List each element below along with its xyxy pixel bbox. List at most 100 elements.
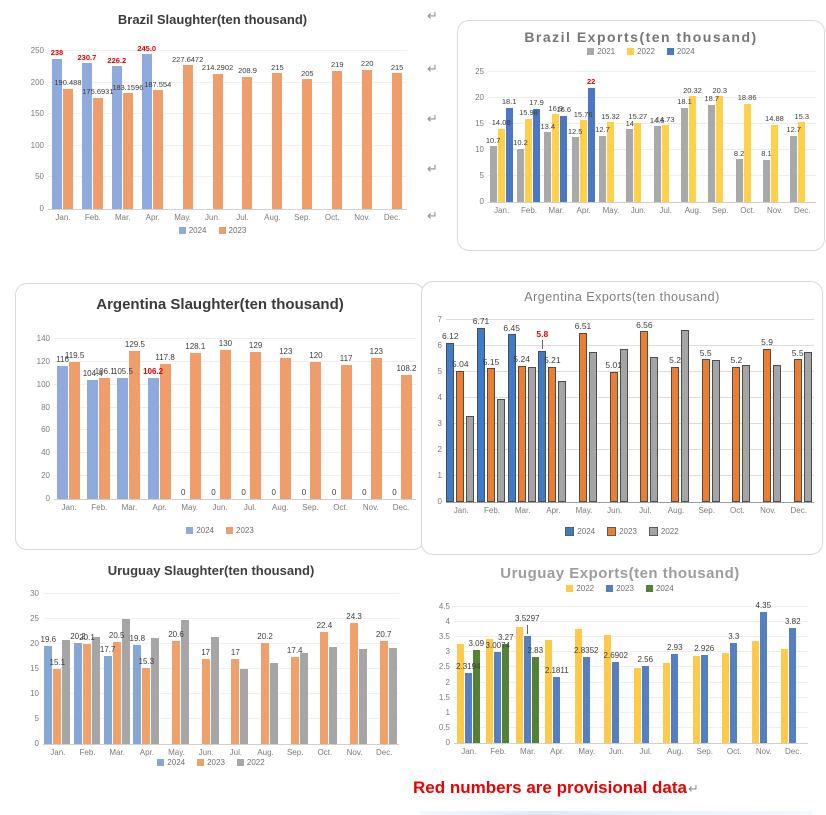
uruguay-exports-chart[interactable]: Uruguay Exports(ten thousand) 2022 2023 20… — [424, 561, 816, 777]
bar-slot: 116 — [56, 339, 69, 499]
gridline — [446, 397, 814, 398]
x-axis-label: Apr. — [576, 206, 591, 215]
category-group: 12.7 15.32 — [595, 72, 624, 202]
bar-2022 — [552, 114, 560, 202]
plot-area-wrap: 0 20 40 60 80 100 120 140 116 119.5 104.4 106.1 105.… — [24, 334, 417, 503]
bar-label: 117.8 — [155, 353, 175, 363]
bar-slot: 2.8352 — [574, 607, 598, 743]
bar-2022 — [527, 367, 536, 502]
y-axis-tick: 200 — [30, 77, 44, 87]
gridline — [454, 651, 808, 653]
category-group: 5.01 — [599, 320, 630, 502]
bar-slot: 5.5 — [700, 320, 712, 502]
category-group: 24.3 — [340, 594, 370, 744]
brazil-slaughter-chart[interactable]: Brazil Slaughter(ten thousand) 0 50 100 150… — [10, 8, 415, 248]
bar-slot: 8.1 — [761, 72, 772, 202]
x-axis-label: Nov. — [767, 206, 783, 215]
bar-slot — [466, 320, 475, 502]
bar-label: 245.0 — [137, 43, 157, 53]
legend-label: 2023 — [619, 527, 637, 536]
brazil-exports-chart[interactable]: Brazil Exports(ten thousand) 2021 2022 202… — [457, 20, 825, 251]
bar-label: 2.1811 — [544, 666, 569, 676]
bar-label: 17 — [230, 648, 240, 657]
plot-grid-area: 2.3194 3.09 3.0074 3.27 3.5297 2.83 2.1811 2.83… — [454, 601, 808, 744]
gridline — [488, 123, 816, 124]
bar-slot: 129 — [249, 339, 262, 499]
bar-slot: 19.6 — [41, 594, 56, 744]
bar-slot — [679, 607, 686, 743]
bar-slot — [252, 594, 260, 744]
bar-2021 — [790, 135, 798, 202]
bar-2023 — [83, 643, 91, 744]
category-group: 3.3 — [720, 607, 750, 743]
bar-label: 0 — [331, 488, 337, 497]
bar-slot: 4.35 — [755, 601, 771, 743]
bar-2022 — [770, 124, 778, 202]
bar-slot: 20.1 — [79, 594, 95, 744]
bar-slot — [527, 320, 536, 502]
bar-slot: 208.9 — [238, 51, 257, 209]
bar-label: 106.2 — [143, 366, 164, 376]
bar-slot: 15.27 — [628, 72, 647, 202]
category-group: 3.0074 3.27 — [484, 607, 514, 743]
x-axis-label: Dec. — [383, 213, 401, 222]
uruguay-slaughter-chart[interactable]: Uruguay Slaughter(ten thousand) 0 5 10 15 20… — [15, 557, 407, 783]
chart-title: Uruguay Exports(ten thousand) — [500, 565, 740, 582]
y-axis-tick: 20 — [30, 639, 39, 648]
bar-slot: 17 — [201, 594, 210, 744]
bar-2022 — [803, 351, 812, 502]
bar-slot — [569, 320, 577, 502]
bar-slot — [291, 51, 301, 209]
x-axis-labels: Jan. Feb. Mar. Apr. May. Jun. Jul. Aug. Sep. Oct.… — [488, 206, 816, 215]
bar-2021 — [735, 159, 743, 202]
bar-2022 — [456, 644, 464, 743]
y-axis-tick: 5 — [34, 714, 39, 723]
bar-2022 — [524, 118, 532, 202]
bar-label: 6.51 — [574, 321, 592, 332]
bar-2022 — [359, 649, 368, 744]
bar-slot: 119.5 — [65, 339, 84, 499]
legend-swatch — [645, 585, 653, 592]
x-axis-label: Nov. — [760, 506, 776, 515]
label-leader-line — [527, 625, 529, 635]
plot-area: 0 5 10 15 20 25 10.7 14.08 18.1 10.2 15.98 17.9 13.4… — [466, 67, 816, 206]
x-axis-label: Dec. — [785, 747, 802, 756]
bar-slot: 104.4 — [83, 339, 103, 499]
x-axis-label: Feb. — [484, 506, 501, 515]
bar-slot: 14.6 — [650, 72, 664, 202]
bar-slot — [692, 607, 700, 743]
argentina-exports-chart[interactable]: Argentina Exports(ten thousand) 0 1 2 3 4 5 6 7… — [421, 281, 823, 555]
x-axis-label: Feb. — [79, 748, 96, 757]
category-group: 6.12 5.04 — [442, 320, 477, 502]
category-group: 18.7 20.3 — [704, 72, 734, 202]
paragraph-mark-icon: ↵ — [427, 111, 438, 126]
legend-swatch — [157, 759, 165, 766]
bar-slot — [751, 607, 759, 743]
bar-slot: 14 — [626, 72, 634, 202]
bar-2024 — [531, 657, 539, 743]
bar-2023 — [400, 375, 412, 499]
bar-label: 208.9 — [238, 66, 257, 76]
bar-slot: 16.6 — [557, 72, 571, 202]
bar-slot: 0 — [208, 339, 219, 499]
bar-label: 14.88 — [765, 114, 784, 124]
category-group: 5.5 — [691, 320, 722, 502]
bar-slot: 2.6902 — [604, 607, 628, 743]
bar-label: 187.554 — [144, 79, 172, 89]
bar-label: 14.6 — [649, 115, 665, 125]
bar-slot: 24.3 — [346, 594, 362, 744]
gridline — [54, 383, 416, 385]
y-axis-tick: 20 — [41, 471, 50, 481]
bar-2022 — [722, 653, 730, 743]
bar-2023 — [242, 76, 253, 209]
bar-2023 — [332, 70, 343, 209]
bar-slot — [633, 607, 641, 743]
legend-swatch — [226, 527, 233, 534]
bar-2024 — [87, 379, 99, 499]
bar-2023 — [69, 362, 81, 499]
bar-2023 — [370, 358, 382, 499]
bar-label: 4.35 — [755, 600, 772, 610]
legend-item-2024: 2024 — [645, 584, 674, 593]
chart-legend: 2022 2023 2024 — [424, 584, 816, 593]
argentina-slaughter-chart[interactable]: Argentina Slaughter(ten thousand) 0 20 40 6… — [15, 283, 425, 550]
